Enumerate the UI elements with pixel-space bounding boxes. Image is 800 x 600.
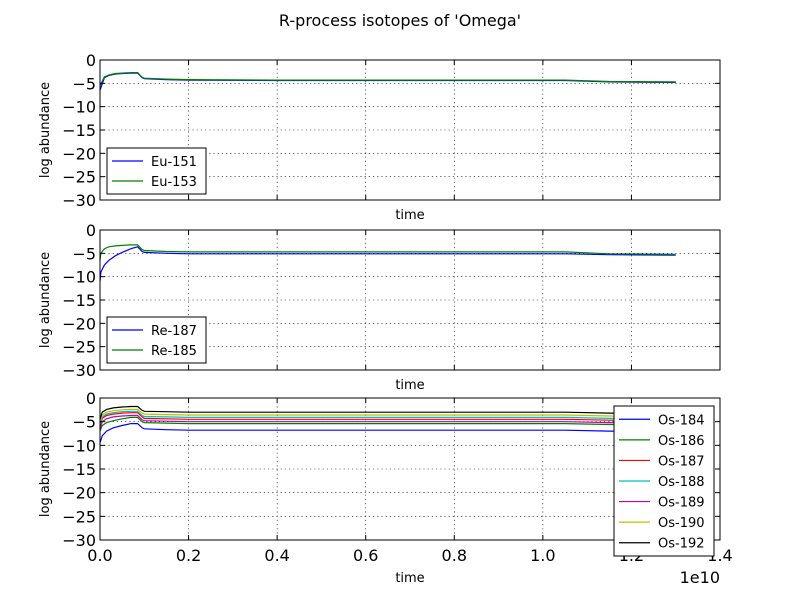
legend-label: Eu-151 (151, 155, 197, 170)
y-axis-label: log abundance (38, 82, 53, 178)
legend-label: Os-187 (658, 454, 705, 469)
series-line-eu-153 (99, 71, 676, 86)
y-tick-label: −5 (72, 244, 96, 263)
y-axis-label: log abundance (38, 252, 53, 348)
legend-label: Os-189 (658, 496, 705, 511)
x-tick-label: 0.6 (353, 546, 378, 565)
y-tick-label: −25 (62, 507, 96, 526)
y-tick-label: −20 (62, 144, 96, 163)
legend-label: Os-192 (658, 537, 705, 552)
series-line-re-185 (99, 244, 676, 261)
legend-box (106, 147, 207, 195)
y-tick-label: −30 (62, 191, 96, 210)
legend: Os-184 Os-186 Os-187 Os-188 Os-189 Os-190 Os-1… (613, 405, 715, 557)
series-line-eu-151 (99, 72, 676, 91)
figure-title: R-process isotopes of 'Omega' (279, 11, 521, 30)
subplot-3: 0−5−10−15−20−25−300.00.20.40.60.81.01.21… (38, 389, 733, 586)
y-tick-label: 0 (86, 51, 96, 70)
series-line-os-187 (99, 412, 676, 427)
y-tick-label: −20 (62, 484, 96, 503)
y-tick-label: −20 (62, 314, 96, 333)
legend-label: Re-185 (151, 344, 197, 359)
series-line-re-187 (99, 246, 676, 282)
legend-label: Os-190 (658, 516, 705, 531)
legend-label: Re-187 (151, 324, 197, 339)
y-tick-label: −25 (62, 168, 96, 187)
y-tick-label: 0 (86, 221, 96, 240)
y-tick-label: −5 (72, 413, 96, 432)
legend-box (106, 316, 207, 364)
x-axis-label: time (395, 208, 424, 223)
series-line-os-188 (99, 410, 676, 425)
legend-label: Os-184 (658, 413, 705, 428)
series-line-os-192 (99, 405, 676, 420)
y-tick-label: −15 (62, 460, 96, 479)
subplot-2: 0 −5 −10 −15 −20 −25 −30 time log abundance Re-18… (38, 221, 721, 393)
legend-label: Eu-153 (151, 175, 197, 190)
series-line-os-189 (99, 414, 676, 429)
y-tick-label: −30 (62, 361, 96, 380)
legend-label: Os-186 (658, 434, 705, 449)
legend-label: Os-188 (658, 475, 705, 490)
legend: Re-187 Re-185 (106, 316, 207, 364)
x-offset-text: 1e10 (680, 568, 720, 587)
plots-container: 0 −5 −10 −15 −20 −25 −30 time log abundance Eu-15… (38, 51, 733, 586)
subplot-1: 0 −5 −10 −15 −20 −25 −30 time log abundance Eu-15… (38, 51, 721, 223)
y-tick-label: 0 (86, 389, 96, 408)
legend-box (613, 405, 715, 557)
y-tick-label: −15 (62, 121, 96, 140)
y-tick-label: −10 (62, 98, 96, 117)
x-tick-label: 0.2 (176, 546, 201, 565)
y-tick-label: −25 (62, 338, 96, 357)
legend: Eu-151 Eu-153 (106, 147, 207, 195)
y-tick-label: −5 (72, 74, 96, 93)
x-tick-label: 0.8 (442, 546, 467, 565)
series-line-os-186 (99, 416, 676, 432)
x-tick-label: 0.0 (87, 546, 112, 565)
x-tick-label: 0.4 (264, 546, 289, 565)
y-tick-label: −10 (62, 268, 96, 287)
y-axis-label: log abundance (38, 421, 53, 517)
series-line-os-190 (99, 408, 676, 422)
y-tick-label: −30 (62, 531, 96, 550)
series-line-os-184 (99, 423, 676, 444)
x-tick-label: 1.0 (530, 546, 555, 565)
y-tick-label: −15 (62, 291, 96, 310)
x-axis-label: time (395, 571, 424, 586)
x-axis-label: time (395, 378, 424, 393)
y-tick-label: −10 (62, 436, 96, 455)
